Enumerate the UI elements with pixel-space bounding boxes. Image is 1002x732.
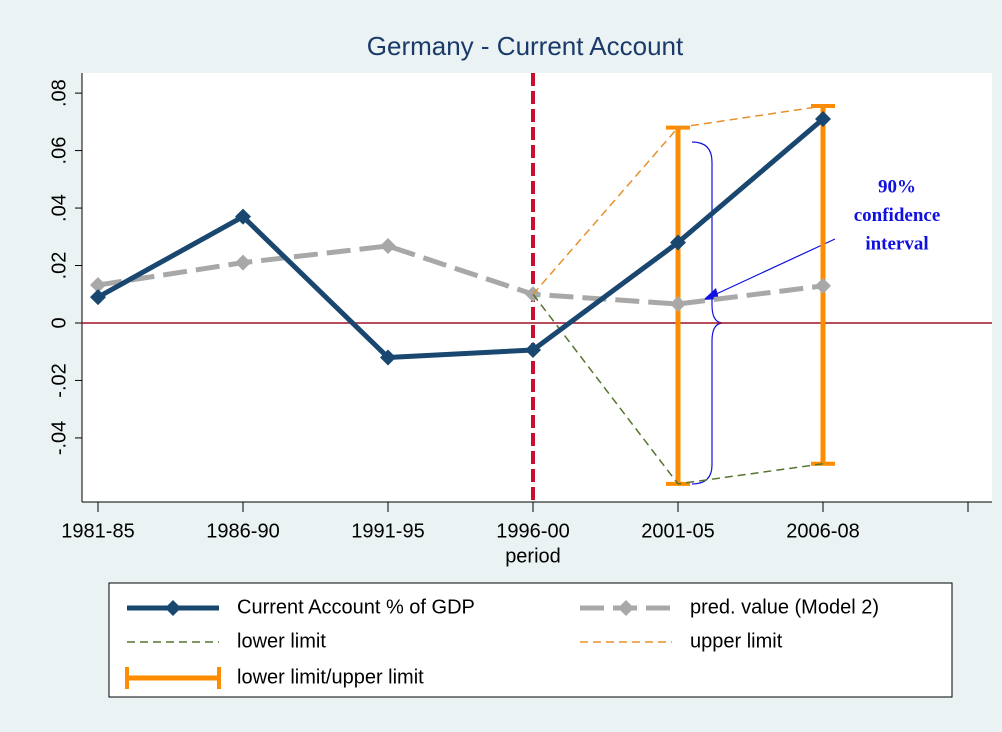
series-line xyxy=(96,117,825,360)
annotation-text: confidence xyxy=(854,205,941,226)
legend-label: lower limit/upper limit xyxy=(237,666,424,688)
point-marker xyxy=(670,234,686,251)
point-marker xyxy=(815,277,831,294)
point-marker xyxy=(815,110,831,127)
y-tick-label: .02 xyxy=(48,252,70,280)
legend-label: Current Account % of GDP xyxy=(237,596,475,618)
legend xyxy=(108,582,953,698)
y-tick-label: .08 xyxy=(48,79,70,107)
y-tick-label: -.02 xyxy=(48,363,70,397)
y-tick-label: .06 xyxy=(48,137,70,165)
x-tick-label: 2001-05 xyxy=(641,520,714,542)
y-tick-label: 0 xyxy=(48,317,70,328)
annotation-text: interval xyxy=(865,233,928,254)
point-marker xyxy=(235,254,251,271)
series-line xyxy=(532,293,824,485)
point-marker xyxy=(90,277,106,294)
legend-marker xyxy=(618,600,634,616)
series-line xyxy=(97,243,824,307)
chart-title: Germany - Current Account xyxy=(367,31,684,61)
legend-marker xyxy=(165,600,181,616)
x-tick-label: 1981-85 xyxy=(61,520,134,542)
point-marker xyxy=(235,208,251,225)
point-marker xyxy=(380,349,396,366)
x-tick-label: 1991-95 xyxy=(351,520,424,542)
annotation-text: 90% xyxy=(878,176,916,197)
y-tick-label: .04 xyxy=(48,194,70,222)
x-axis-title: period xyxy=(505,545,561,567)
point-marker xyxy=(670,296,686,313)
point-marker xyxy=(90,289,106,306)
legend-label: pred. value (Model 2) xyxy=(690,596,879,618)
x-tick-label: 1986-90 xyxy=(206,520,279,542)
point-marker xyxy=(380,237,396,254)
x-tick-label: 1996-00 xyxy=(496,520,569,542)
legend-label: lower limit xyxy=(237,630,326,652)
legend-label: upper limit xyxy=(690,630,783,652)
plot-area xyxy=(82,73,992,502)
x-tick-label: 2006-08 xyxy=(786,520,859,542)
series-line xyxy=(532,105,824,295)
y-tick-label: -.04 xyxy=(48,421,70,455)
annotation-arrow xyxy=(711,238,836,297)
point-marker xyxy=(525,341,541,358)
